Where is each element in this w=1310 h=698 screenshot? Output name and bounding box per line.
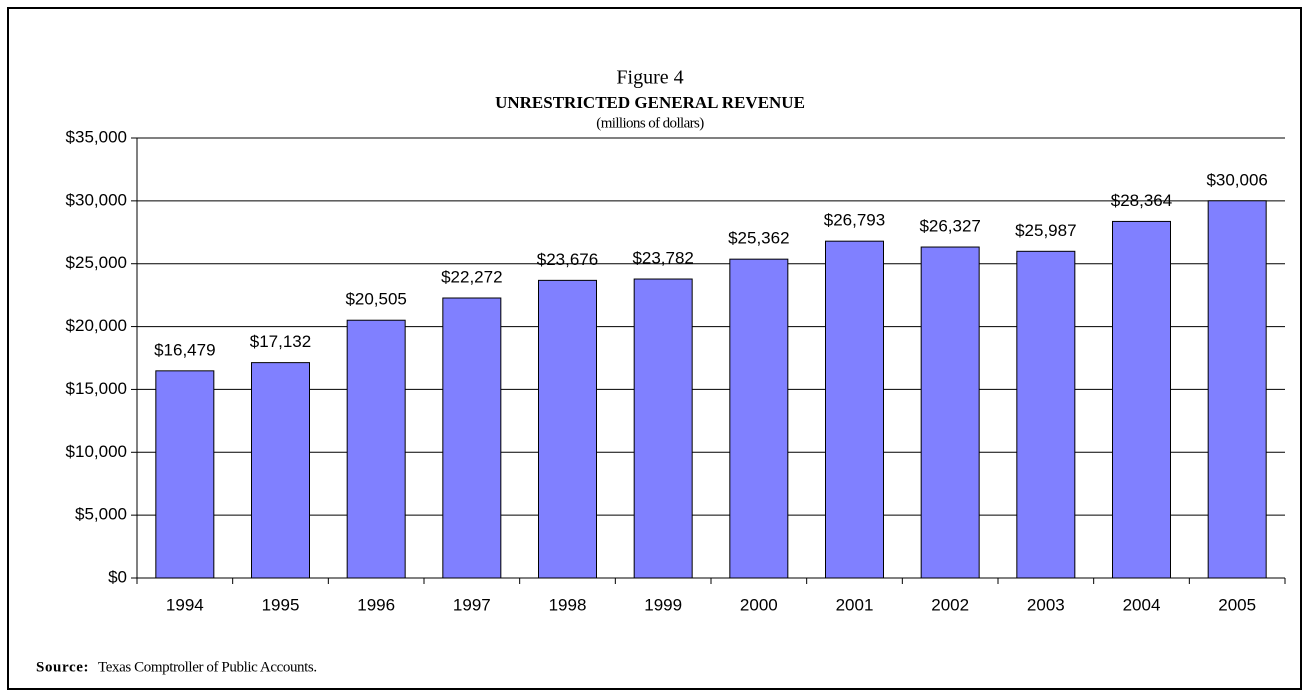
x-tick-label: 2005 <box>1218 595 1256 614</box>
data-label: $22,272 <box>441 267 502 286</box>
chart-subtitle: (millions of dollars) <box>596 115 704 131</box>
data-label: $16,479 <box>154 340 215 359</box>
x-tick-label: 2004 <box>1123 595 1161 614</box>
data-label: $17,132 <box>250 332 311 351</box>
y-tick-label: $35,000 <box>66 127 127 146</box>
data-label: $25,362 <box>728 229 789 248</box>
data-label: $20,505 <box>345 290 406 309</box>
bar <box>442 297 502 579</box>
data-label: $25,987 <box>1015 221 1076 240</box>
x-tick-label: 1999 <box>644 595 682 614</box>
bar <box>155 370 215 579</box>
data-label: $30,006 <box>1206 170 1267 189</box>
bar <box>1112 220 1171 579</box>
y-tick-label: $5,000 <box>75 505 127 524</box>
chart-supertitle: Figure 4 <box>616 67 683 89</box>
bar <box>825 240 884 579</box>
y-tick-label: $0 <box>108 567 127 586</box>
bar <box>251 362 310 579</box>
bar <box>920 246 980 579</box>
y-tick-label: $30,000 <box>66 190 127 209</box>
bar <box>538 279 597 579</box>
data-label: $26,793 <box>824 211 885 230</box>
data-label: $23,676 <box>537 250 598 269</box>
bar <box>633 278 693 579</box>
bar <box>346 319 406 579</box>
data-label: $28,364 <box>1111 191 1172 210</box>
y-tick-label: $25,000 <box>66 253 127 272</box>
source-text: Texas Comptroller of Public Accounts. <box>98 659 317 675</box>
x-tick-label: 2002 <box>931 595 969 614</box>
x-tick-label: 2003 <box>1027 595 1065 614</box>
data-label: $26,327 <box>919 217 980 236</box>
bar <box>1016 250 1076 579</box>
bar <box>729 258 789 579</box>
x-tick-label: 1995 <box>262 595 300 614</box>
bar <box>1207 200 1267 579</box>
x-tick-label: 1994 <box>166 595 204 614</box>
x-tick-label: 2000 <box>740 595 778 614</box>
x-tick-label: 1996 <box>357 595 395 614</box>
source-label: Source: <box>36 659 89 675</box>
y-tick-label: $20,000 <box>66 316 127 335</box>
x-tick-label: 1997 <box>453 595 491 614</box>
data-label: $23,782 <box>632 249 693 268</box>
x-tick-label: 2001 <box>836 595 874 614</box>
chart-title: UNRESTRICTED GENERAL REVENUE <box>495 93 805 112</box>
x-tick-label: 1998 <box>549 595 587 614</box>
y-tick-label: $10,000 <box>66 442 127 461</box>
y-tick-label: $15,000 <box>66 379 127 398</box>
